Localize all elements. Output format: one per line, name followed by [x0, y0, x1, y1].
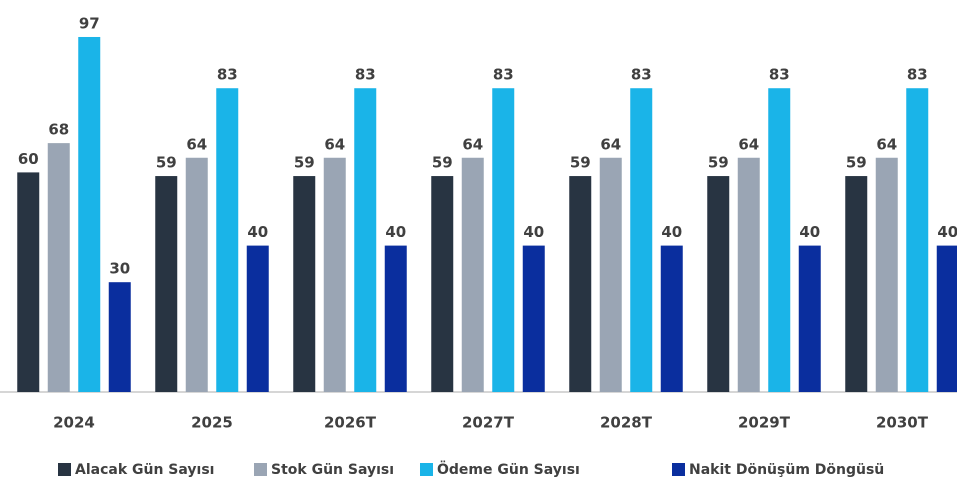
data-label: 64	[186, 135, 207, 153]
data-label: 83	[631, 66, 652, 84]
bar	[78, 36, 101, 392]
x-tick-label: 2024	[53, 414, 95, 432]
bar	[384, 245, 407, 392]
data-label: 30	[109, 260, 130, 278]
bar	[293, 176, 316, 392]
x-tick-label: 2028T	[600, 414, 653, 432]
x-tick-label: 2027T	[462, 414, 515, 432]
data-label: 40	[937, 223, 957, 241]
data-label: 68	[48, 121, 69, 139]
data-label: 83	[355, 66, 376, 84]
bar	[599, 157, 622, 392]
legend-label: Nakit Dönüşüm Döngüsü	[689, 462, 884, 478]
data-label: 40	[385, 223, 406, 241]
bar	[47, 143, 70, 392]
data-label: 64	[738, 135, 759, 153]
bar	[875, 157, 898, 392]
data-label: 83	[217, 66, 238, 84]
legend-label: Stok Gün Sayısı	[271, 462, 394, 478]
legend-swatch	[420, 463, 433, 476]
bar	[707, 176, 730, 392]
data-label: 64	[876, 135, 897, 153]
legend-swatch	[58, 463, 71, 476]
bar	[216, 88, 239, 392]
bar	[845, 176, 868, 392]
legend-label: Alacak Gün Sayısı	[75, 462, 214, 478]
bar	[431, 176, 454, 392]
bar	[246, 245, 269, 392]
x-tick-label: 2030T	[876, 414, 929, 432]
legend-swatch	[254, 463, 267, 476]
data-label: 83	[907, 66, 928, 84]
data-label: 59	[846, 154, 867, 172]
x-tick-label: 2026T	[324, 414, 377, 432]
data-label: 40	[523, 223, 544, 241]
bar	[630, 88, 653, 392]
x-tick-label: 2025	[191, 414, 233, 432]
data-label: 83	[493, 66, 514, 84]
data-label: 40	[247, 223, 268, 241]
bar	[737, 157, 760, 392]
bar	[569, 176, 592, 392]
bar	[798, 245, 821, 392]
bar	[354, 88, 377, 392]
bar	[660, 245, 683, 392]
data-label: 40	[661, 223, 682, 241]
x-tick-label: 2029T	[738, 414, 791, 432]
data-label: 59	[432, 154, 453, 172]
data-label: 83	[769, 66, 790, 84]
data-label: 97	[79, 14, 100, 32]
bar	[17, 172, 40, 392]
data-label: 59	[708, 154, 729, 172]
data-label: 64	[324, 135, 345, 153]
bar	[461, 157, 484, 392]
bar	[768, 88, 791, 392]
bar	[906, 88, 929, 392]
legend-swatch	[672, 463, 685, 476]
bar	[492, 88, 515, 392]
bar	[522, 245, 545, 392]
bar	[323, 157, 346, 392]
bar	[155, 176, 178, 392]
bar	[185, 157, 208, 392]
data-label: 40	[799, 223, 820, 241]
data-label: 64	[462, 135, 483, 153]
data-label: 64	[600, 135, 621, 153]
legend-label: Ödeme Gün Sayısı	[437, 460, 580, 478]
bar	[936, 245, 957, 392]
data-label: 59	[294, 154, 315, 172]
data-label: 59	[570, 154, 591, 172]
data-label: 60	[18, 150, 39, 168]
data-label: 59	[156, 154, 177, 172]
bar	[108, 282, 131, 392]
